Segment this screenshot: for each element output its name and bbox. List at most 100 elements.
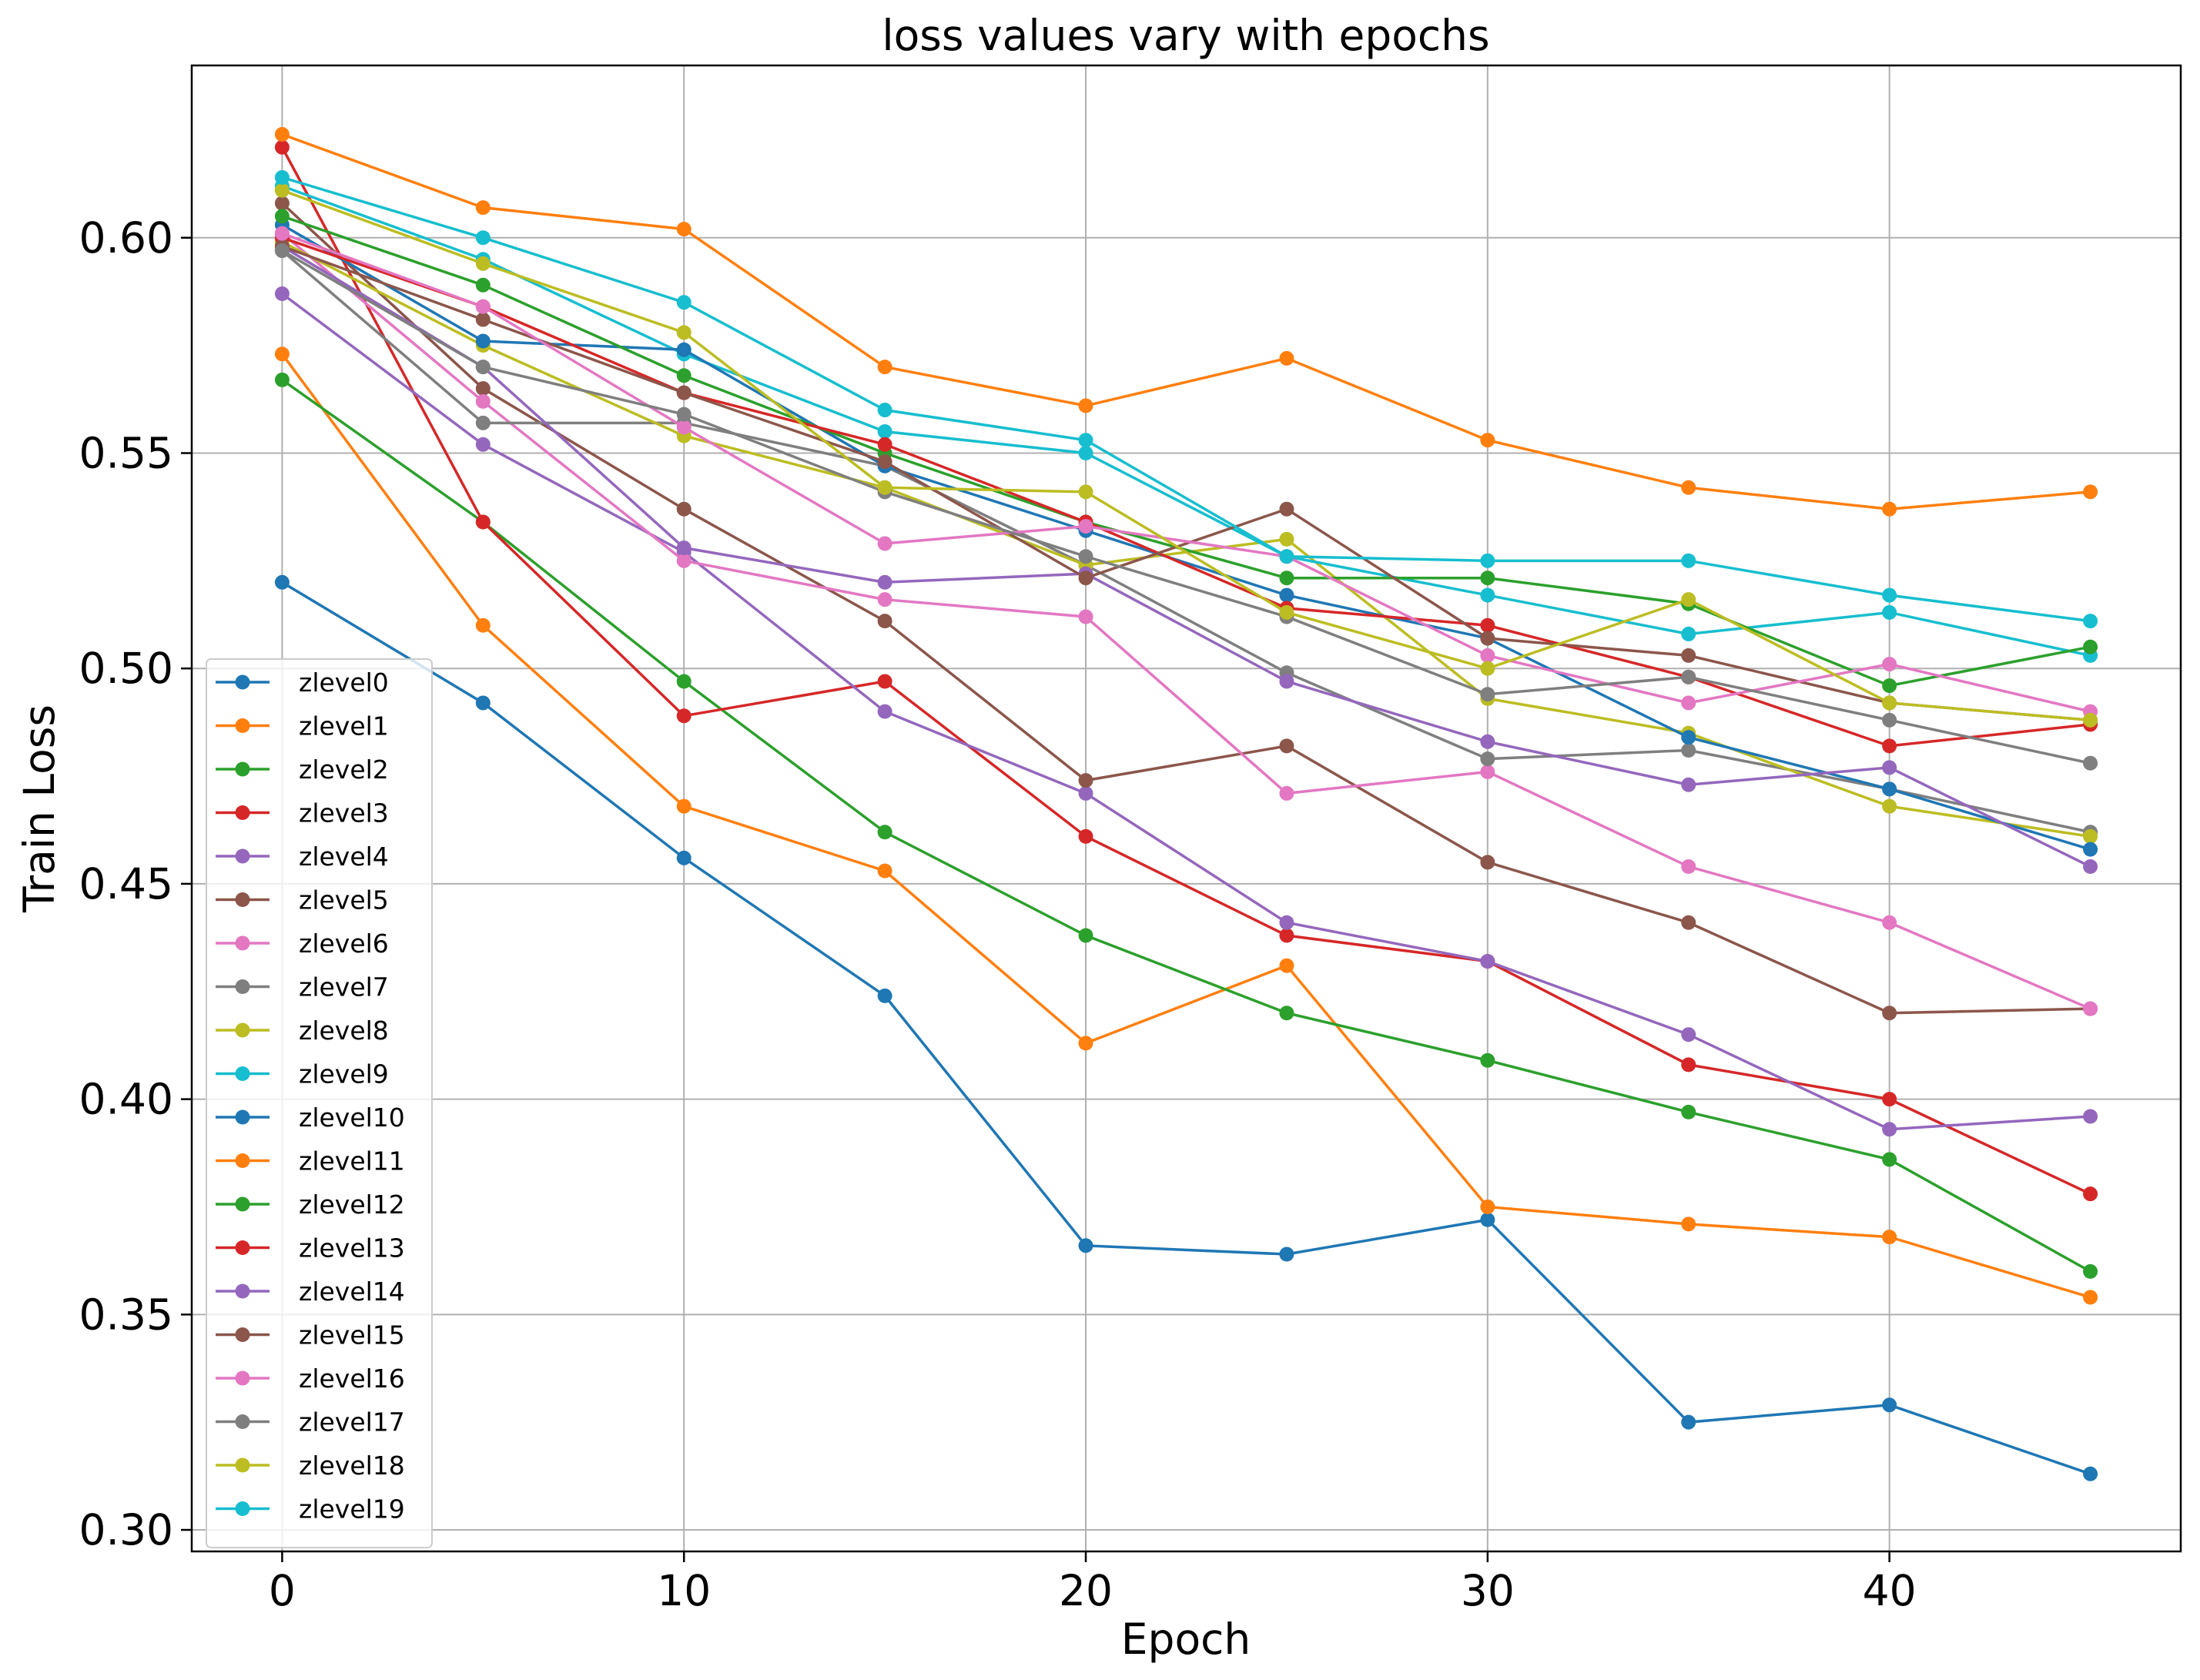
data-point-zlevel0 [1480, 1212, 1495, 1227]
legend-item-zlevel11: zlevel11 [216, 1146, 405, 1176]
x-tick-label: 20 [1059, 1566, 1113, 1615]
legend-swatch-marker [235, 674, 250, 690]
series-zlevel2 [274, 372, 2098, 1279]
data-point-zlevel0 [1279, 1247, 1294, 1262]
legend-swatch-marker [235, 1196, 250, 1212]
legend-label: zlevel16 [299, 1364, 405, 1394]
legend-label: zlevel11 [299, 1146, 405, 1176]
data-point-zlevel12 [274, 209, 290, 224]
data-point-zlevel6 [475, 393, 491, 409]
data-point-zlevel11 [475, 200, 491, 216]
series-line-zlevel13 [281, 236, 2091, 748]
data-point-zlevel10 [2083, 842, 2098, 857]
data-point-zlevel6 [2083, 1001, 2098, 1016]
series-line-zlevel16 [281, 232, 2091, 713]
legend-label: zlevel5 [299, 885, 389, 915]
data-point-zlevel14 [1882, 760, 1897, 775]
legend-label: zlevel12 [299, 1190, 405, 1220]
legend-item-zlevel5: zlevel5 [216, 885, 389, 915]
legend-item-zlevel13: zlevel13 [216, 1233, 405, 1263]
data-point-zlevel19 [1882, 587, 1897, 603]
data-point-zlevel16 [877, 536, 892, 551]
legend-item-zlevel0: zlevel0 [216, 668, 389, 698]
legend-label: zlevel13 [299, 1233, 405, 1263]
data-point-zlevel1 [274, 346, 290, 362]
chart-title: loss values vary with epochs [882, 11, 1489, 60]
data-point-zlevel5 [877, 614, 892, 629]
data-point-zlevel1 [1078, 1036, 1093, 1051]
legend-item-zlevel7: zlevel7 [216, 972, 389, 1002]
data-point-zlevel18 [475, 256, 491, 271]
data-point-zlevel7 [1480, 751, 1495, 767]
x-tick-label: 10 [657, 1566, 711, 1615]
data-point-zlevel8 [1279, 531, 1294, 547]
legend-swatch-marker [235, 935, 250, 951]
legend-label: zlevel14 [299, 1277, 405, 1307]
data-point-zlevel5 [1882, 1006, 1897, 1021]
data-point-zlevel11 [2083, 484, 2098, 500]
legend-swatch-marker [235, 1283, 250, 1299]
series-zlevel15 [274, 239, 2098, 728]
data-point-zlevel3 [676, 708, 691, 724]
series-zlevel13 [274, 230, 2098, 754]
series-line-zlevel2 [281, 378, 2091, 1273]
data-point-zlevel0 [1882, 1397, 1897, 1413]
data-point-zlevel19 [274, 169, 290, 185]
legend-item-zlevel12: zlevel12 [216, 1190, 405, 1220]
series-line-zlevel14 [281, 245, 2091, 868]
data-point-zlevel4 [1279, 915, 1294, 930]
data-point-zlevel0 [475, 695, 491, 711]
legend-label: zlevel1 [299, 711, 389, 741]
data-point-zlevel3 [1882, 1092, 1897, 1107]
data-point-zlevel2 [1480, 1053, 1495, 1068]
legend-swatch-marker [235, 848, 250, 864]
series-zlevel1 [274, 346, 2098, 1305]
data-point-zlevel18 [1078, 484, 1093, 500]
data-point-zlevel1 [475, 617, 491, 633]
data-point-zlevel19 [676, 295, 691, 310]
data-point-zlevel13 [877, 437, 892, 452]
data-point-zlevel11 [1480, 433, 1495, 448]
legend-swatch-marker [235, 805, 250, 820]
legend-label: zlevel15 [299, 1320, 405, 1350]
data-point-zlevel0 [877, 988, 892, 1003]
data-point-zlevel16 [676, 420, 691, 435]
data-point-zlevel16 [274, 226, 290, 241]
legend-swatch-marker [235, 761, 250, 777]
data-point-zlevel2 [877, 825, 892, 840]
legend-item-zlevel3: zlevel3 [216, 798, 389, 828]
data-point-zlevel1 [1480, 1199, 1495, 1214]
data-point-zlevel17 [475, 360, 491, 375]
data-point-zlevel17 [1480, 687, 1495, 702]
x-axis-label: Epoch [1121, 1615, 1251, 1664]
data-point-zlevel0 [274, 574, 290, 590]
series-line-zlevel17 [281, 249, 2091, 765]
data-point-zlevel6 [1882, 915, 1897, 930]
legend-swatch-marker [235, 1066, 250, 1081]
data-point-zlevel3 [274, 139, 290, 155]
series-line-zlevel8 [281, 240, 2091, 838]
data-point-zlevel18 [1882, 695, 1897, 711]
series-line-zlevel12 [281, 215, 2091, 688]
legend-swatch-marker [235, 1240, 250, 1255]
data-point-zlevel0 [676, 850, 691, 865]
data-point-zlevel18 [274, 182, 290, 198]
data-point-zlevel6 [676, 553, 691, 568]
x-tick-label: 30 [1461, 1566, 1515, 1615]
data-point-zlevel2 [1681, 1104, 1696, 1119]
y-tick-label: 0.60 [79, 213, 173, 263]
series-line-zlevel18 [281, 189, 2091, 722]
data-point-zlevel12 [475, 277, 491, 293]
legend-swatch-marker [235, 1370, 250, 1386]
data-point-zlevel1 [1681, 1216, 1696, 1232]
data-point-zlevel11 [1279, 350, 1294, 366]
data-point-zlevel4 [475, 437, 491, 452]
data-point-zlevel0 [1078, 1238, 1093, 1253]
legend-item-zlevel8: zlevel8 [216, 1016, 389, 1046]
legend-item-zlevel6: zlevel6 [216, 929, 389, 959]
legend-item-zlevel10: zlevel10 [216, 1103, 405, 1133]
legend-item-zlevel18: zlevel18 [216, 1451, 405, 1481]
y-axis-label: Train Loss [15, 704, 64, 913]
axis-ticks: 0 10 20 30 40 0.30 0.35 0.40 0.45 0.50 0.55 0.60 [79, 213, 1917, 1615]
data-point-zlevel10 [1681, 730, 1696, 745]
